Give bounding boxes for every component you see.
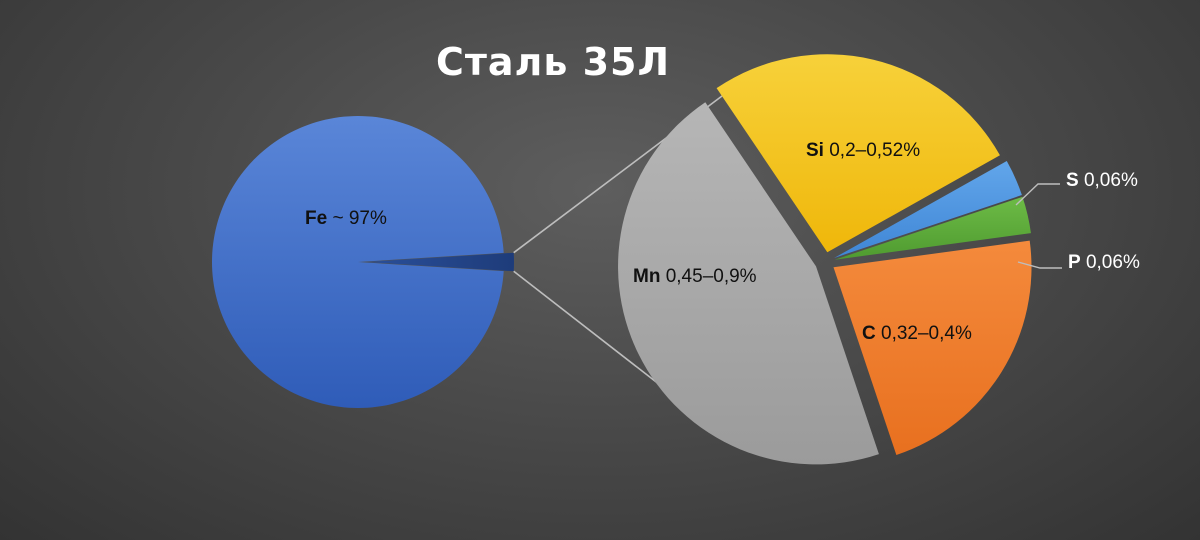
label-mn-element: Mn bbox=[633, 266, 661, 287]
leader-s bbox=[1015, 183, 1060, 206]
slice-other bbox=[366, 252, 515, 272]
chart-title: Сталь 35Л bbox=[435, 40, 671, 84]
label-fe: Fe ~ 97% bbox=[305, 208, 387, 230]
label-si: Si 0,2–0,52% bbox=[806, 140, 920, 162]
slice-fe bbox=[211, 116, 504, 409]
label-s-element: S bbox=[1066, 170, 1079, 191]
label-fe-element: Fe bbox=[305, 208, 328, 229]
slice-s bbox=[834, 160, 1022, 258]
label-p-element: P bbox=[1068, 252, 1081, 273]
leader-p bbox=[1017, 261, 1062, 269]
slice-mn bbox=[618, 102, 879, 465]
label-c-value: 0,32–0,4% bbox=[875, 323, 972, 344]
slice-c bbox=[833, 240, 1032, 456]
slice-p bbox=[834, 196, 1031, 260]
label-si-element: Si bbox=[806, 140, 824, 161]
label-p: P 0,06% bbox=[1068, 252, 1140, 274]
label-mn-value: 0,45–0,9% bbox=[660, 266, 757, 287]
label-s: S 0,06% bbox=[1066, 170, 1138, 192]
label-mn: Mn 0,45–0,9% bbox=[633, 266, 757, 288]
label-c: C 0,32–0,4% bbox=[862, 323, 972, 345]
slice-si bbox=[716, 54, 1000, 253]
label-p-value: 0,06% bbox=[1080, 252, 1140, 273]
label-s-value: 0,06% bbox=[1078, 170, 1138, 191]
label-si-value: 0,2–0,52% bbox=[823, 140, 921, 161]
label-c-element: C bbox=[862, 323, 876, 344]
label-fe-value: ~ 97% bbox=[327, 208, 387, 229]
